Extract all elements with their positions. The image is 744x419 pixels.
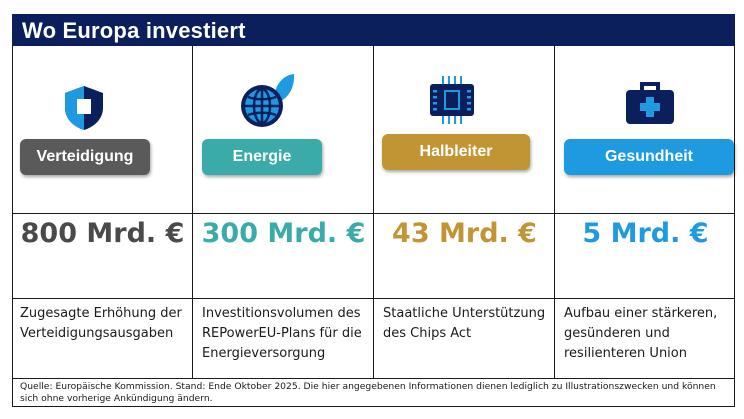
row-divider: [12, 378, 735, 379]
amount-energie: 300 Mrd. €: [201, 218, 366, 249]
category-pill-verteidigung: Verteidigung: [20, 139, 150, 175]
category-pill-halbleiter: Halbleiter: [382, 134, 530, 170]
source-note: Quelle: Europäische Kommission. Stand: E…: [20, 381, 716, 404]
row-divider: [12, 213, 735, 214]
column-divider: [554, 46, 555, 379]
description-gesundheit: Aufbau einer stärkeren, gesünderen und r…: [564, 306, 718, 361]
medical-kit-icon: [626, 82, 674, 124]
page-title: Wo Europa investiert: [22, 18, 246, 43]
amount-halbleiter: 43 Mrd. €: [392, 218, 537, 249]
amount-gesundheit: 5 Mrd. €: [582, 218, 709, 249]
row-divider: [12, 298, 735, 299]
category-pill-energie: Energie: [202, 139, 322, 175]
header-bar: Wo Europa investiert: [12, 14, 735, 46]
chip-icon: [430, 76, 474, 124]
column-divider: [192, 46, 193, 379]
globe-leaf-icon: [241, 74, 295, 127]
description-halbleiter: Staatliche Unterstützung des Chips Act: [383, 306, 546, 341]
description-verteidigung: Zugesagte Erhöhung der Verteidigungsausg…: [20, 306, 182, 341]
description-energie: Investitionsvolumen des REPowerEU-Plans …: [202, 306, 362, 361]
shield-icon: [65, 86, 103, 130]
category-pill-gesundheit: Gesundheit: [564, 139, 734, 175]
column-divider: [373, 46, 374, 379]
amount-verteidigung: 800 Mrd. €: [20, 218, 185, 249]
